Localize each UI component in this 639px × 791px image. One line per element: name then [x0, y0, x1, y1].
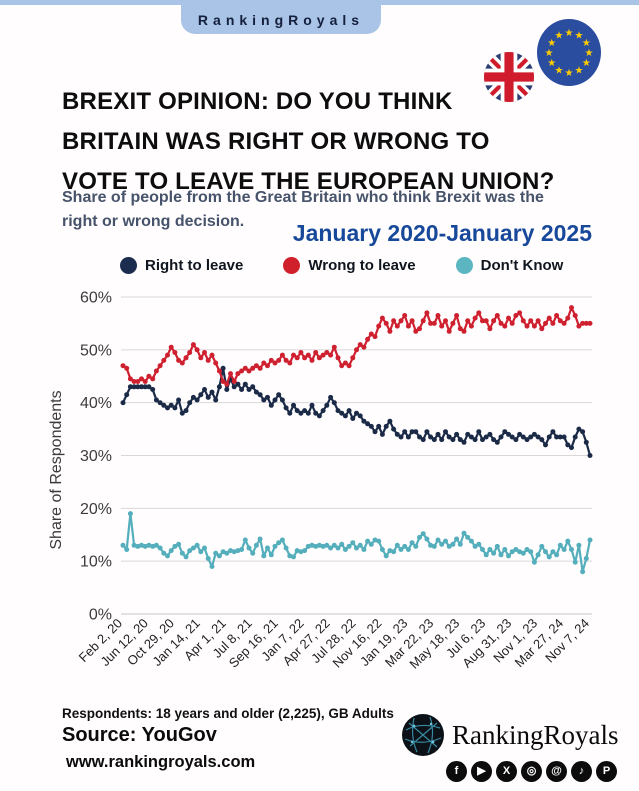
y-tick-label: 0% — [89, 607, 112, 624]
social-icons-row: f ▶ X ◎ @ ♪ P — [446, 761, 630, 782]
svg-text:★: ★ — [575, 31, 584, 42]
svg-text:★: ★ — [555, 31, 564, 42]
series-don-t-know-markers — [120, 511, 593, 575]
svg-text:★: ★ — [565, 68, 574, 79]
legend-dot-red — [283, 257, 301, 274]
website-link[interactable]: www.rankingroyals.com — [66, 753, 256, 771]
instagram-icon[interactable]: ◎ — [521, 761, 542, 782]
y-axis-title: Share of Respondents — [48, 390, 65, 550]
eu-stars: ★ ★★★★★★★★★★★ — [545, 28, 594, 79]
svg-text:★: ★ — [582, 58, 591, 69]
pinterest-icon[interactable]: P — [596, 761, 617, 782]
brand-banner-label: RankingRoyals — [197, 11, 365, 28]
series-right-to-leave-markers — [120, 365, 593, 458]
date-range: January 2020-January 2025 — [292, 220, 592, 246]
legend-item-dont-know: Don't Know — [455, 257, 564, 274]
uk-flag-icon — [484, 52, 534, 102]
globe-logo-icon — [402, 714, 444, 756]
svg-text:★: ★ — [585, 48, 594, 59]
facebook-icon[interactable]: f — [446, 761, 467, 782]
svg-text:★: ★ — [547, 58, 556, 69]
legend-item-right-to-leave: Right to leave — [120, 257, 243, 274]
svg-text:★: ★ — [582, 38, 591, 49]
y-tick-label: 20% — [80, 501, 112, 518]
legend-label: Don't Know — [480, 257, 564, 274]
svg-text:★: ★ — [565, 28, 574, 39]
svg-text:★: ★ — [575, 65, 584, 76]
legend-item-wrong-to-leave: Wrong to leave — [283, 257, 416, 274]
legend-label: Wrong to leave — [308, 257, 416, 274]
brand-banner: RankingRoyals — [181, 5, 381, 34]
legend-dot-navy — [120, 257, 137, 274]
subtitle: Share of people from the Great Britain w… — [62, 189, 544, 230]
x-icon[interactable]: X — [496, 761, 517, 782]
y-tick-label: 60% — [80, 290, 112, 307]
tiktok-icon[interactable]: ♪ — [571, 761, 592, 782]
y-tick-label: 10% — [80, 554, 112, 571]
respondents-note: Respondents: 18 years and older (2,225),… — [62, 706, 394, 721]
series-wrong-to-leave-markers — [120, 305, 593, 387]
threads-icon[interactable]: @ — [546, 761, 567, 782]
legend-label: Right to leave — [145, 257, 244, 274]
youtube-icon[interactable]: ▶ — [471, 761, 492, 782]
eu-flag-icon: ★ ★★★★★★★★★★★ — [537, 19, 601, 86]
top-strip — [0, 0, 639, 5]
chart-legend: Right to leave Wrong to leave Don't Know — [120, 257, 590, 274]
y-tick-label: 40% — [80, 395, 112, 412]
brand-name: RankingRoyals — [452, 719, 619, 750]
svg-text:★: ★ — [545, 48, 554, 59]
page-title: BREXIT OPINION: DO YOU THINK BRITAIN WAS… — [62, 88, 555, 195]
svg-text:★: ★ — [547, 38, 556, 49]
brand-footer: RankingRoyals f ▶ X ◎ @ ♪ P — [400, 712, 630, 782]
source-line: Source: YouGov — [62, 724, 217, 746]
y-tick-label: 50% — [80, 342, 112, 359]
y-tick-label: 30% — [80, 448, 112, 465]
svg-text:★: ★ — [555, 65, 564, 76]
series-don-t-know-line — [122, 512, 592, 573]
legend-dot-teal — [455, 257, 473, 274]
